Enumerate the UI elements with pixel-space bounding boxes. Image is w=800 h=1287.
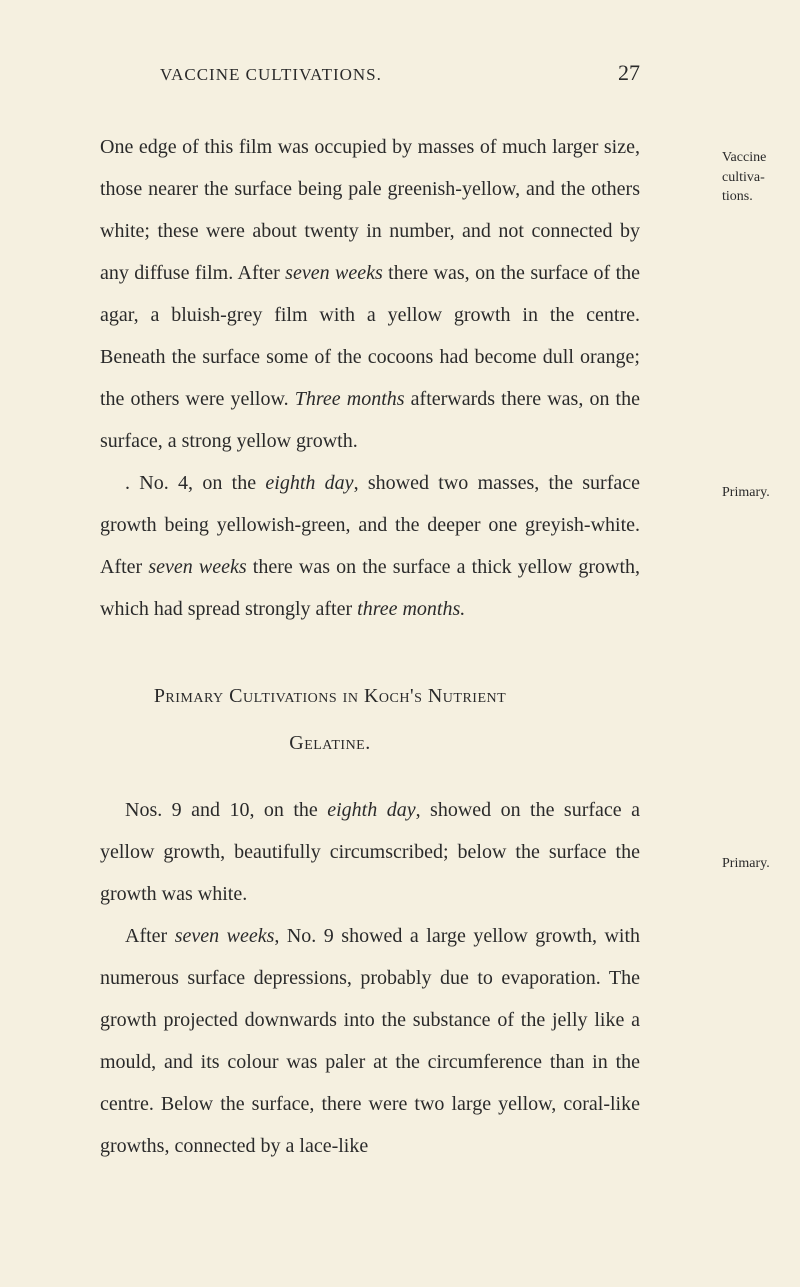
page-header: VACCINE CULTIVATIONS. 27 <box>100 60 720 86</box>
section-heading-line2: Gelatine. <box>100 722 640 764</box>
margin-text: tions. <box>722 189 753 204</box>
page-number: 27 <box>618 60 640 86</box>
italic-text: Three months <box>295 388 405 410</box>
margin-note-vaccine: Vaccine cultiva- tions. <box>722 148 782 207</box>
margin-text: Primary. <box>722 485 770 500</box>
section-heading-line1: Primary Cultivations in Koch's Nutrient <box>100 675 640 717</box>
paragraph-2: . No. 4, on the eighth day, showed two m… <box>100 462 640 630</box>
italic-text: three months. <box>357 598 465 620</box>
italic-text: seven weeks <box>285 262 383 284</box>
margin-text: Vaccine <box>722 150 766 165</box>
text-run: . No. 4, on the <box>125 472 265 494</box>
margin-text: Primary. <box>722 856 770 871</box>
paragraph-4: After seven weeks, No. 9 showed a large … <box>100 915 640 1167</box>
paragraph-1: One edge of this film was occupied by ma… <box>100 126 640 462</box>
main-text: One edge of this film was occupied by ma… <box>100 126 720 1167</box>
italic-text: seven weeks <box>148 556 246 578</box>
italic-text: eighth day <box>327 799 415 821</box>
margin-note-primary-2: Primary. <box>722 854 782 874</box>
running-title: VACCINE CULTIVATIONS. <box>160 65 382 85</box>
text-run: Nos. 9 and 10, on the <box>125 799 327 821</box>
italic-text: seven weeks <box>175 925 275 947</box>
margin-text: cultiva- <box>722 170 765 185</box>
text-run: After <box>125 925 175 947</box>
text-run: , No. 9 showed a large yellow growth, wi… <box>100 925 640 1157</box>
paragraph-3: Nos. 9 and 10, on the eighth day, showed… <box>100 789 640 915</box>
italic-text: eighth day <box>265 472 353 494</box>
margin-note-primary-1: Primary. <box>722 483 782 503</box>
